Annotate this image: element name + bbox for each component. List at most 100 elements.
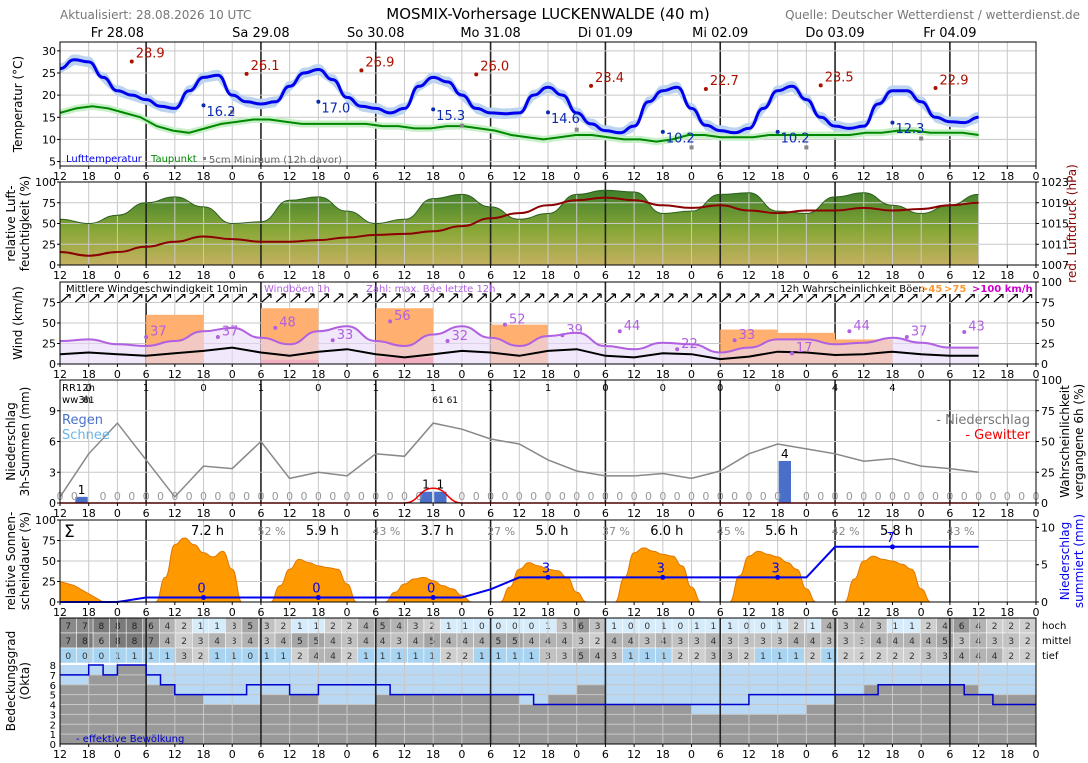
precip-sum-label: 7 — [886, 531, 894, 546]
cloud-cell-value: 8 — [115, 622, 121, 632]
cloud-cell-value: 1 — [198, 622, 204, 632]
cloud-cell-value: 4 — [711, 637, 717, 647]
x-tick-label: 0 — [114, 170, 121, 183]
y-tick-label: 7 — [50, 671, 56, 682]
cloud-cell-value: 0 — [744, 622, 750, 632]
cloud-cell-value: 5 — [380, 622, 386, 632]
precip-sum-dot — [775, 574, 781, 580]
source-text: Quelle: Deutscher Wetterdienst / wetterd… — [785, 8, 1080, 22]
x-tick-label: 18 — [771, 368, 785, 381]
legend-snow: Schnee — [62, 428, 110, 443]
y-axis-title-line: summiert (mm) — [1072, 514, 1086, 608]
cloud-cell-value: 4 — [628, 637, 634, 647]
cloud-cell-value: 4 — [562, 637, 568, 647]
x-tick-label: 18 — [656, 507, 670, 520]
wind-direction-arrow — [677, 293, 688, 303]
x-tick-label: 6 — [372, 748, 379, 761]
rr12h-value: 0 — [774, 383, 780, 394]
daily-sunshine-hours: 5.9 h — [306, 524, 339, 539]
y-tick-label: 0 — [49, 358, 56, 371]
x-tick-label: 6 — [487, 606, 494, 619]
precip-zero-label: 0 — [387, 490, 394, 503]
cloud-cell-value: 2 — [181, 622, 187, 632]
precip-zero-label: 0 — [114, 490, 121, 503]
daily-sunshine-percent: 27 % — [487, 525, 515, 538]
min-temp-label: 17.0 — [321, 101, 350, 116]
precip-zero-label: 0 — [315, 490, 322, 503]
cloud-cell-value: 2 — [843, 652, 849, 662]
x-tick-label: 0 — [229, 368, 236, 381]
cloud-cell-value: 1 — [462, 622, 468, 632]
cloud-cell-value: 3 — [711, 652, 717, 662]
precip-zero-label: 0 — [588, 490, 595, 503]
cloud-cell-value: 3 — [992, 637, 998, 647]
cloud-cell-value: 5 — [512, 637, 518, 647]
cloud-cell-value: 2 — [992, 622, 998, 632]
min-temp-dot — [775, 129, 780, 134]
wind-direction-arrow — [634, 293, 645, 303]
cloud-cell-value: 1 — [132, 652, 138, 662]
cloud-cell-value: 3 — [396, 637, 402, 647]
cloud-cell-value: 3 — [562, 652, 568, 662]
sun-area — [146, 537, 252, 603]
precip-zero-label: 0 — [530, 490, 537, 503]
wind-direction-arrow — [491, 293, 502, 303]
x-tick-label: 18 — [1000, 507, 1014, 520]
x-tick-label: 6 — [832, 748, 839, 761]
wind-direction-arrow — [548, 293, 559, 303]
cloud-cell-value: 3 — [826, 637, 832, 647]
x-tick-label: 0 — [688, 368, 695, 381]
cloud-cell-value: 4 — [396, 622, 402, 632]
rr12h-value: 1 — [373, 383, 379, 394]
x-tick-label: 6 — [487, 170, 494, 183]
precip-zero-label: 0 — [128, 490, 135, 503]
x-tick-label: 12 — [512, 748, 526, 761]
precip-zero-label: 0 — [344, 490, 351, 503]
cloud-cell-value: 4 — [165, 637, 171, 647]
cloud-cell-value: 2 — [1025, 652, 1031, 662]
max-temp-label: 22.7 — [710, 74, 739, 89]
x-tick-label: 12 — [972, 748, 986, 761]
x-tick-label: 6 — [946, 170, 953, 183]
cloud-cell-value: 7 — [148, 637, 154, 647]
x-tick-label: 0 — [803, 269, 810, 282]
x-tick-label: 0 — [573, 368, 580, 381]
cloud-cell-value: 2 — [595, 637, 601, 647]
wind-direction-arrow — [534, 293, 545, 303]
y-tick-label: 10 — [42, 133, 56, 146]
day-label: Fr 04.09 — [923, 26, 976, 41]
cloud-cell-value: 1 — [479, 652, 485, 662]
cloud-cell-value: 3 — [694, 637, 700, 647]
x-tick-label: 12 — [627, 606, 641, 619]
rr12h-value: 0 — [200, 383, 206, 394]
wind-direction-arrow — [476, 293, 487, 303]
cloud-cell-value: 1 — [711, 622, 717, 632]
effective-cloud-line — [60, 664, 1036, 706]
daily-sunshine-hours: 5.8 h — [880, 524, 913, 539]
cloud-cell-value: 3 — [876, 622, 882, 632]
x-tick-label: 12 — [53, 748, 67, 761]
y-tick-label: 1011 — [1041, 238, 1069, 251]
x-tick-label: 6 — [487, 368, 494, 381]
cloud-cell-value: 4 — [611, 637, 617, 647]
x-tick-label: 0 — [918, 269, 925, 282]
x-tick-label: 18 — [771, 606, 785, 619]
x-tick-label: 12 — [627, 748, 641, 761]
x-tick-label: 12 — [857, 507, 871, 520]
x-tick-label: 18 — [197, 368, 211, 381]
precip-bar — [75, 496, 88, 503]
cloud-cell-value: 8 — [98, 622, 104, 632]
y-axis-title-line: feuchtigkeit (%) — [18, 176, 32, 272]
x-tick-label: 18 — [426, 170, 440, 183]
y-axis-title: Wahrscheinlichkeit vergangene 6h (%) — [1058, 384, 1086, 499]
wind-direction-arrow — [577, 293, 588, 303]
max-temp-dot — [589, 83, 594, 88]
cloud-cell-value: 1 — [446, 622, 452, 632]
x-tick-label: 18 — [771, 269, 785, 282]
cloud-cell-value: 4 — [926, 637, 932, 647]
precip-zero-label: 0 — [157, 490, 164, 503]
precip-sum-label: 3 — [657, 561, 665, 576]
cloud-cell-value: 3 — [595, 622, 601, 632]
cloud-cell-value: 0 — [760, 622, 766, 632]
